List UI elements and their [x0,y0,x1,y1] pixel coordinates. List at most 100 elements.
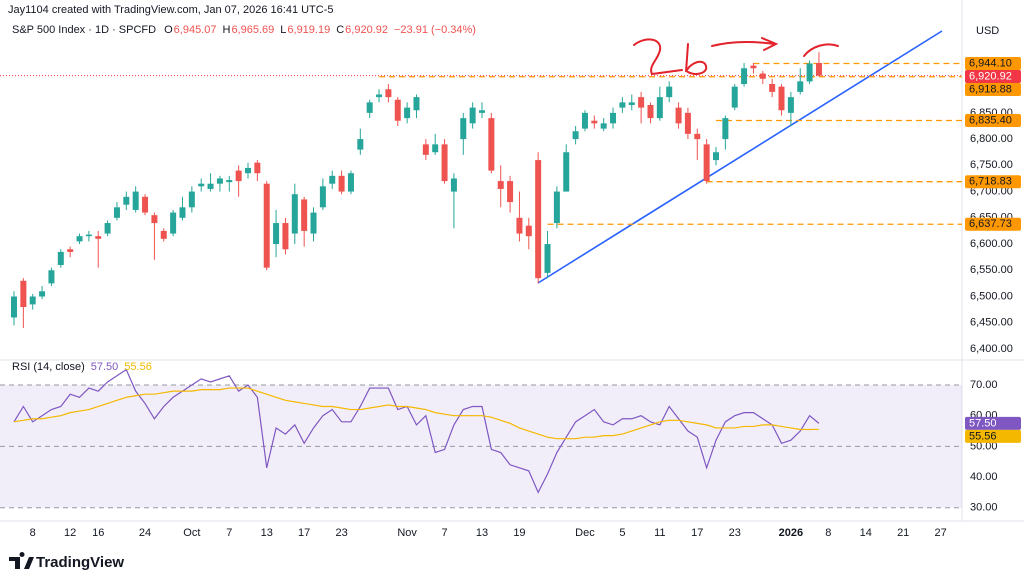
candle-body [656,97,663,119]
x-tick-label: 13 [476,527,488,539]
candle-body [591,120,598,124]
candle-body [684,112,691,134]
x-tick-label: Dec [575,527,595,539]
candle-body [366,102,373,113]
candle-body [254,162,261,174]
candle-body [39,291,46,297]
candle-body [273,223,280,245]
price-tag-label: 6,918.88 [969,83,1012,95]
candle-body [404,107,411,119]
candle-body [544,244,551,273]
x-tick-label: 12 [64,527,76,539]
candle-body [731,86,738,108]
candle-body [750,65,757,69]
candle-body [245,167,251,174]
candle-body [198,183,205,187]
candle-body [160,230,167,239]
x-tick-label: 23 [335,527,347,539]
candle-body [666,86,673,98]
candle-body [235,170,242,182]
candle-body [48,270,55,284]
candle-body [600,123,607,129]
candle-body [76,236,83,242]
rsi-line [13,387,819,440]
brand-name: TradingView [36,554,124,571]
candle-body [469,107,476,124]
ohlc-key: O [164,24,173,36]
candle-body [778,86,785,111]
y-tick-label: 50.00 [970,440,998,452]
candle-body [142,196,149,213]
trend-line [537,30,943,284]
candle-body [422,144,429,155]
y-tick-label: 70.00 [970,379,998,391]
candle-body [207,183,214,189]
price-tag-label: 6,718.83 [969,176,1012,188]
candle-body [347,173,354,192]
candle-body [815,62,822,76]
price-tag-label: 6,637.73 [969,218,1012,230]
candle-body [85,234,92,237]
candle-body [151,215,158,224]
candle-body [806,63,813,82]
candle-body [113,207,120,218]
annotation-2 [633,38,683,76]
candle-body [497,181,504,189]
candle-body [29,296,36,305]
x-tick-label: 7 [441,527,447,539]
y-tick-label: 6,400.00 [970,343,1013,355]
candle-body [553,191,560,224]
rsi-legend-value: 57.50 [91,361,119,373]
candle-body [95,236,102,239]
price-tag [965,217,1021,231]
candle-body [338,175,345,192]
x-tick-label: 16 [92,527,104,539]
candle-body [413,97,420,111]
x-tick-label: 19 [513,527,525,539]
candle-body [385,89,392,98]
candle-body [376,94,383,98]
candle-body [759,73,766,79]
price-tag-label: 6,920.92 [969,70,1012,82]
ohlc-value: 6,920.92 [345,24,388,36]
candle-body [123,196,130,205]
x-tick-label: 8 [825,527,831,539]
candle-body [216,178,223,184]
candle-body [319,186,326,208]
price-tag [965,69,1021,83]
x-tick-label: 13 [261,527,273,539]
candle-body [57,251,64,266]
candle-body [67,249,74,252]
candle-body [20,280,27,308]
candle-body [450,178,457,192]
candle-body [394,99,401,121]
ohlc-key: C [336,24,344,36]
candle-body [188,191,195,208]
candle-body [638,97,645,108]
candle-body [479,110,485,113]
x-tick-label: Nov [397,527,417,539]
axis-unit: USD [976,25,999,37]
candle-body [282,223,289,250]
change-value: −23.91 (−0.34%) [394,24,476,36]
candle-body [581,112,588,129]
x-tick-label: 21 [897,527,909,539]
candle-body [357,139,364,150]
candle-body [535,160,542,279]
price-tag [965,82,1021,96]
candle-body [572,131,579,140]
candle-body [132,191,139,210]
candle-body [713,152,719,161]
candle-body [11,296,17,318]
header: Jay1104 created with TradingView.com, Ja… [8,4,334,16]
rsi-legend-value: 55.56 [124,361,152,373]
x-tick-label: 8 [30,527,36,539]
price-tag-label: 55.56 [969,430,997,442]
ohlc-value: 6,965.69 [231,24,274,36]
price-tag-label: 57.50 [969,417,997,429]
x-tick-label: Oct [183,527,200,539]
candle-body [563,152,570,192]
ohlc-value: 6,919.19 [287,24,330,36]
